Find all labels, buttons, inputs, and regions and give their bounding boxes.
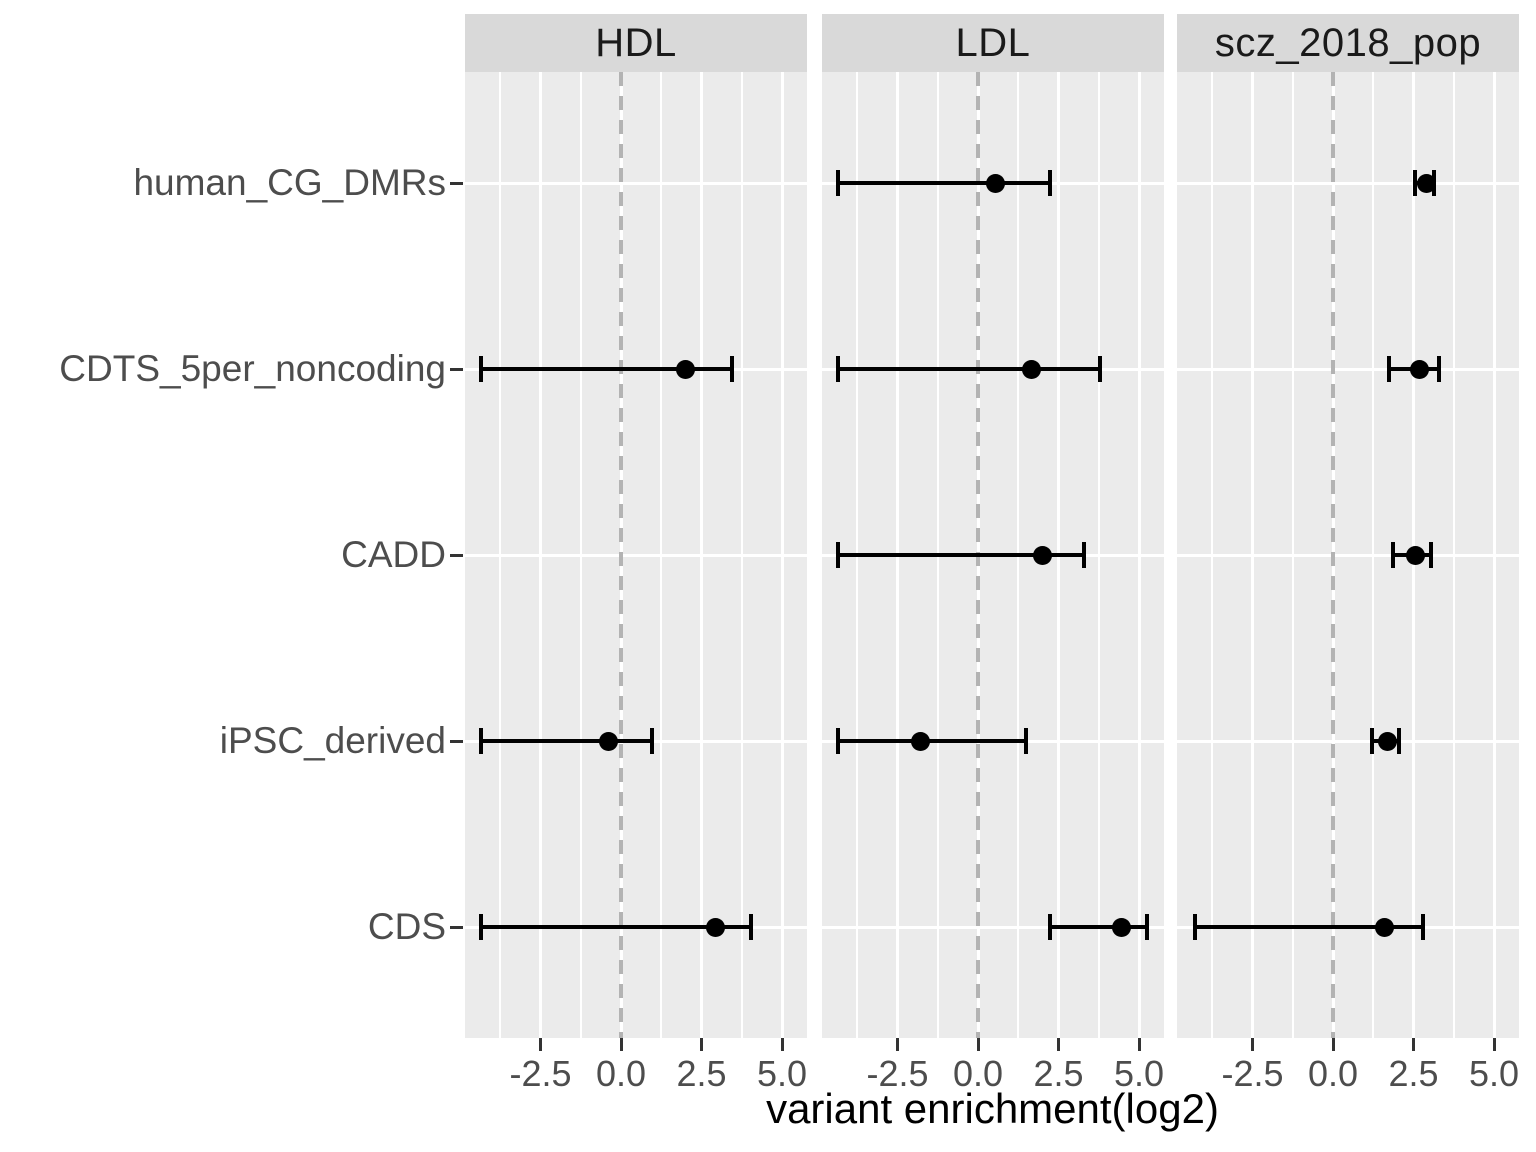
facet-strip: scz_2018_pop — [1177, 14, 1519, 72]
error-bar-cap-low — [478, 728, 483, 754]
row-gridline — [1177, 181, 1519, 185]
error-bar-cap-high — [1048, 170, 1053, 196]
y-axis-tick — [450, 367, 463, 371]
error-bar-cap-high — [1429, 542, 1434, 568]
error-bar-cap-high — [1082, 542, 1087, 568]
error-bar-cap-high — [730, 356, 735, 382]
x-axis-tick-label: -2.5 — [509, 1053, 572, 1094]
facet-strip: LDL — [822, 14, 1164, 72]
error-bar — [480, 739, 652, 743]
y-axis-label: CDTS_5per_noncoding — [59, 348, 446, 389]
error-bar — [837, 553, 1085, 557]
y-axis-label: iPSC_derived — [219, 720, 446, 761]
x-axis-tick-label: 2.5 — [1388, 1053, 1439, 1094]
x-axis-tick-label: 5.0 — [1113, 1053, 1165, 1094]
point-estimate — [1111, 917, 1131, 937]
point-estimate — [1378, 731, 1398, 751]
point-estimate — [1032, 545, 1052, 565]
point-estimate — [1405, 545, 1425, 565]
point-estimate — [598, 731, 618, 751]
error-bar-cap-low — [478, 356, 483, 382]
x-axis-tick-label: 0.0 — [595, 1053, 647, 1094]
error-bar-cap-high — [749, 914, 754, 940]
row-gridline — [465, 553, 807, 557]
y-axis-tick — [450, 739, 463, 743]
error-bar-cap-low — [1387, 356, 1392, 382]
x-axis-tick — [1331, 1038, 1335, 1051]
x-axis-tick-label: 5.0 — [1468, 1053, 1520, 1094]
x-axis-tick-label: 0.0 — [952, 1053, 1004, 1094]
x-axis-tick — [1137, 1038, 1141, 1051]
row-gridline — [465, 181, 807, 185]
error-bar-cap-low — [1369, 728, 1374, 754]
row-gridline — [822, 925, 1164, 929]
error-bar-cap-high — [649, 728, 654, 754]
zero-reference-line — [1331, 72, 1335, 1038]
x-axis-tick — [1412, 1038, 1415, 1051]
x-axis-tick-label: -2.5 — [1221, 1053, 1284, 1094]
x-axis-tick-label: 2.5 — [1033, 1053, 1084, 1094]
y-axis-label: human_CG_DMRs — [133, 162, 446, 203]
error-bar-cap-low — [1048, 914, 1053, 940]
facet-strip: HDL — [465, 14, 807, 72]
x-axis-tick — [1492, 1038, 1496, 1051]
x-axis-title: variant enrichment(log2) — [766, 1085, 1219, 1132]
error-bar-cap-high — [1397, 728, 1401, 754]
x-axis-tick-label: 5.0 — [756, 1053, 808, 1094]
error-bar-cap-high — [1098, 356, 1103, 382]
point-estimate — [706, 917, 726, 937]
point-estimate — [910, 731, 930, 751]
point-estimate — [986, 173, 1006, 193]
x-axis-tick — [976, 1038, 980, 1051]
error-bar-cap-low — [1413, 170, 1418, 196]
x-axis-tick — [700, 1038, 703, 1051]
y-axis-label: CADD — [341, 534, 446, 575]
x-axis-tick — [1057, 1038, 1060, 1051]
error-bar — [837, 367, 1101, 371]
error-bar-cap-low — [835, 542, 840, 568]
error-bar — [1194, 925, 1424, 929]
error-bar — [837, 739, 1027, 743]
x-axis-tick — [896, 1038, 899, 1051]
zero-reference-line — [619, 72, 623, 1038]
point-estimate — [1410, 359, 1430, 379]
y-axis-label: CDS — [367, 906, 446, 947]
error-bar-cap-high — [1421, 914, 1426, 940]
x-axis-tick-label: 2.5 — [676, 1053, 727, 1094]
x-axis-tick — [539, 1038, 542, 1051]
error-bar — [480, 925, 752, 929]
point-estimate — [1021, 359, 1041, 379]
error-bar-cap-low — [1390, 542, 1395, 568]
error-bar-cap-low — [835, 728, 840, 754]
point-estimate — [1375, 917, 1395, 937]
row-gridline — [1177, 367, 1519, 371]
row-gridline — [1177, 553, 1519, 557]
point-estimate — [1416, 173, 1436, 193]
error-bar-cap-low — [835, 356, 840, 382]
error-bar-cap-high — [1437, 356, 1442, 382]
error-bar-cap-high — [1024, 728, 1029, 754]
point-estimate — [675, 359, 695, 379]
x-axis-tick-label: 0.0 — [1307, 1053, 1359, 1094]
y-axis-tick — [450, 553, 463, 557]
error-bar-cap-high — [1145, 914, 1150, 940]
error-bar — [837, 181, 1051, 185]
error-bar-cap-low — [835, 170, 840, 196]
x-axis-tick — [780, 1038, 784, 1051]
x-axis-tick — [619, 1038, 623, 1051]
y-axis-tick — [450, 925, 463, 929]
y-axis-tick — [450, 181, 463, 185]
x-axis-tick — [1251, 1038, 1254, 1051]
error-bar — [480, 367, 733, 371]
error-bar — [1050, 925, 1148, 929]
row-gridline — [1177, 739, 1519, 743]
x-axis-tick-label: -2.5 — [866, 1053, 929, 1094]
error-bar-cap-low — [478, 914, 483, 940]
error-bar-cap-low — [1192, 914, 1197, 940]
